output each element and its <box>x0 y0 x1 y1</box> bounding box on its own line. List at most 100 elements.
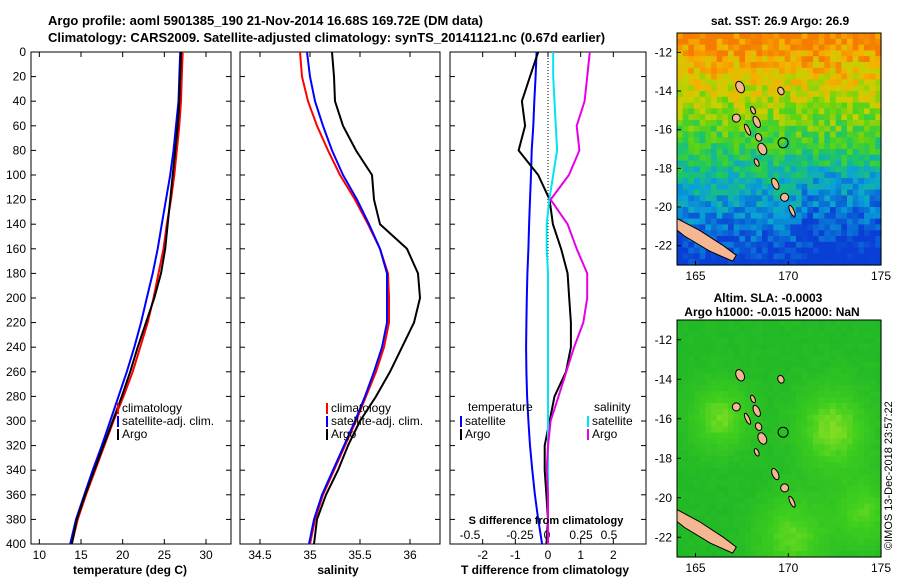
map-cell <box>756 379 763 386</box>
map-cell <box>733 125 740 133</box>
map-cell <box>858 56 865 63</box>
map-cell <box>745 137 752 144</box>
map-cell <box>796 91 803 98</box>
map-cell <box>773 218 780 225</box>
map-cell <box>852 67 859 75</box>
map-cell <box>835 426 842 434</box>
map-cell <box>716 91 723 98</box>
map-cell <box>739 91 746 98</box>
map-cell <box>796 154 803 162</box>
map-cell <box>841 50 848 57</box>
map-cell <box>677 414 684 422</box>
map-cell <box>824 212 831 220</box>
map-cell <box>756 402 763 410</box>
map-cell <box>801 331 808 339</box>
map-cell <box>682 485 689 493</box>
map-cell <box>784 172 791 179</box>
map-cell <box>688 131 695 138</box>
map-cell <box>733 149 740 156</box>
map-cell <box>875 337 882 345</box>
map-cell <box>835 33 842 40</box>
map-cell <box>852 444 859 451</box>
map-cell <box>796 131 803 138</box>
map-cell <box>864 426 871 434</box>
map-cell <box>705 391 712 398</box>
map-cell <box>790 367 797 374</box>
map-cell <box>694 178 701 185</box>
map-cell <box>779 367 786 374</box>
x-tick-label: 25 <box>158 548 172 562</box>
map-cell <box>841 367 848 374</box>
map-cell <box>807 349 814 357</box>
series-line-satellite-adj-clim- <box>306 51 388 545</box>
map-cell <box>824 408 831 416</box>
map-cell <box>784 337 791 345</box>
map-cell <box>864 397 871 404</box>
map-cell <box>807 195 814 202</box>
map-cell <box>818 253 825 260</box>
map-cell <box>762 320 769 327</box>
map-cell <box>677 337 684 345</box>
map-cell <box>824 551 831 558</box>
map-cell <box>756 497 763 505</box>
map-cell <box>841 201 848 208</box>
map-cell <box>711 85 718 92</box>
map-cell <box>767 160 774 167</box>
map-cell <box>830 33 837 40</box>
map-cell <box>722 62 729 69</box>
map-cell <box>841 85 848 92</box>
map-cell <box>784 91 791 98</box>
map-cell <box>745 331 752 339</box>
map-cell <box>852 420 859 428</box>
map-cell <box>711 402 718 410</box>
map-cell <box>818 224 825 231</box>
map-cell <box>705 515 712 523</box>
map-cell <box>694 497 701 505</box>
map-cell <box>716 479 723 487</box>
map-cell <box>841 172 848 179</box>
map-cell <box>722 172 729 179</box>
map-cell <box>762 73 769 80</box>
map-cell <box>694 468 701 475</box>
map-cell <box>711 50 718 57</box>
map-cell <box>869 343 876 351</box>
y-tick-label: -18 <box>655 161 673 175</box>
map-cell <box>716 361 723 368</box>
map-cell <box>813 259 820 266</box>
map-cell <box>841 56 848 63</box>
map-cell <box>818 444 825 451</box>
map-cell <box>847 462 854 469</box>
map-cell <box>745 207 752 214</box>
map-cell <box>841 479 848 487</box>
map-cell <box>762 224 769 231</box>
map-cell <box>813 337 820 345</box>
map-cell <box>733 337 740 345</box>
map-cell <box>835 178 842 185</box>
map-cell <box>801 456 808 463</box>
map-cell <box>824 420 831 428</box>
map-cell <box>796 367 803 374</box>
map-cell <box>835 385 842 392</box>
map-cell <box>722 166 729 173</box>
map-cell <box>767 402 774 410</box>
map-cell <box>745 367 752 374</box>
map-cell <box>767 391 774 398</box>
map-cell <box>728 189 735 196</box>
map-cell <box>858 337 865 345</box>
map-cell <box>841 485 848 493</box>
map-cell <box>858 391 865 398</box>
map-cell <box>875 108 882 115</box>
map-cell <box>762 331 769 339</box>
map-cell <box>869 545 876 552</box>
map-cell <box>818 343 825 351</box>
map-cell <box>722 438 729 446</box>
map-cell <box>875 450 882 457</box>
map-cell <box>688 533 695 540</box>
map-cell <box>796 349 803 357</box>
map-cell <box>705 521 712 528</box>
legend-label: satellite <box>592 414 633 428</box>
map-cell <box>807 241 814 249</box>
map-cell <box>801 426 808 434</box>
map-cell <box>784 521 791 528</box>
map-cell <box>767 397 774 404</box>
